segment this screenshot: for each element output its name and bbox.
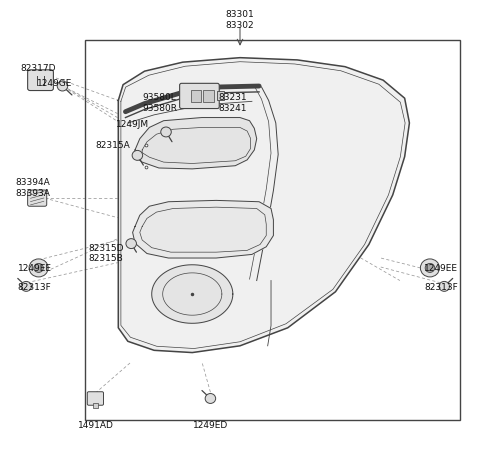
FancyBboxPatch shape <box>87 392 104 405</box>
Text: 83394A
83393A: 83394A 83393A <box>16 178 50 198</box>
Text: 1249EE: 1249EE <box>18 264 52 273</box>
Polygon shape <box>118 58 409 352</box>
Text: 82315D
82315B: 82315D 82315B <box>88 244 124 263</box>
Text: 1249GE: 1249GE <box>37 79 72 88</box>
Text: 93580L
93580R: 93580L 93580R <box>142 93 177 112</box>
Text: 82313F: 82313F <box>18 283 51 292</box>
FancyBboxPatch shape <box>28 70 53 91</box>
FancyBboxPatch shape <box>180 83 219 109</box>
Text: 82317D: 82317D <box>21 64 56 73</box>
Bar <box>191 90 201 102</box>
Text: 1249EE: 1249EE <box>424 264 458 273</box>
Circle shape <box>21 281 32 291</box>
Circle shape <box>132 150 143 160</box>
Circle shape <box>420 259 440 277</box>
Circle shape <box>29 259 48 277</box>
Circle shape <box>161 127 171 137</box>
FancyBboxPatch shape <box>28 190 47 206</box>
Circle shape <box>439 281 449 291</box>
Polygon shape <box>132 200 274 258</box>
Text: 82315A: 82315A <box>95 141 130 150</box>
Polygon shape <box>152 265 233 323</box>
Bar <box>203 90 214 102</box>
Text: 82313F: 82313F <box>424 283 458 292</box>
Circle shape <box>425 263 435 272</box>
Circle shape <box>34 263 43 272</box>
Text: 1249ED: 1249ED <box>193 421 228 430</box>
Text: 83231
83241: 83231 83241 <box>218 93 247 112</box>
Bar <box>93 403 98 409</box>
Circle shape <box>57 81 68 91</box>
Circle shape <box>205 394 216 404</box>
Bar <box>85 40 459 420</box>
Polygon shape <box>135 117 257 169</box>
Bar <box>217 92 225 101</box>
Text: 1249JM: 1249JM <box>116 120 149 129</box>
Text: 83301
83302: 83301 83302 <box>226 10 254 30</box>
Circle shape <box>126 239 136 249</box>
Text: 1491AD: 1491AD <box>77 421 113 430</box>
